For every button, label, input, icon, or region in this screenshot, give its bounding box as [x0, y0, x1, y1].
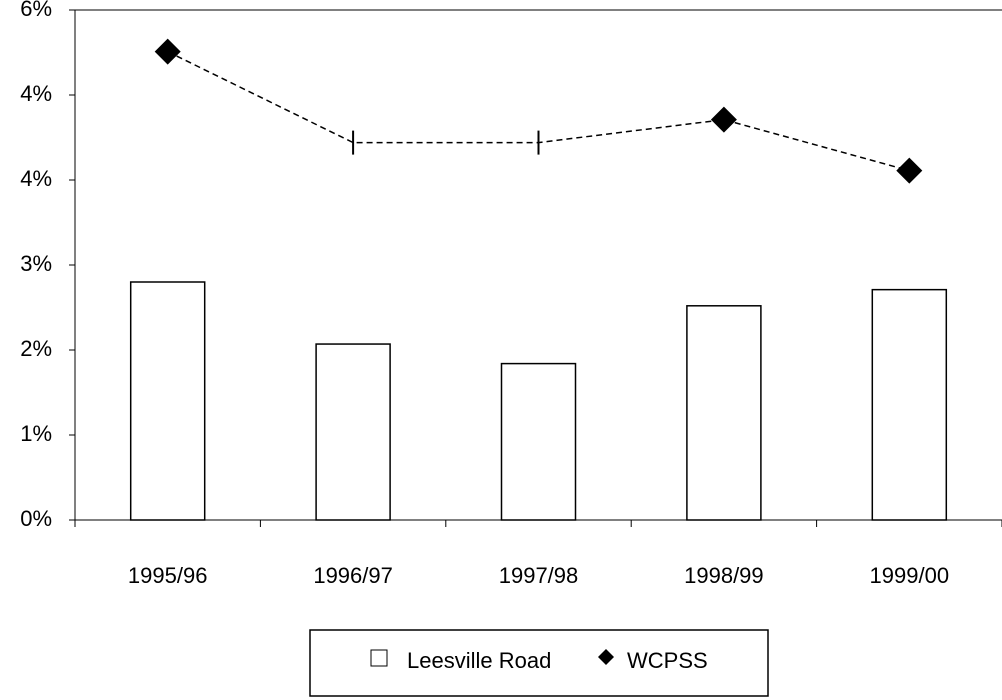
y-tick-label: 1%: [20, 421, 52, 446]
legend-label: Leesville Road: [407, 648, 551, 673]
legend-swatch: [370, 649, 388, 667]
y-tick-label: 6%: [20, 0, 52, 21]
marker: [896, 157, 923, 184]
legend-label: WCPSS: [627, 648, 708, 673]
y-tick-label: 3%: [20, 251, 52, 276]
bar: [129, 281, 206, 521]
x-tick-label: 1995/96: [128, 563, 208, 588]
legend-marker: [598, 649, 614, 665]
bar: [871, 288, 948, 521]
bar: [500, 362, 577, 521]
x-tick-label: 1998/99: [684, 563, 764, 588]
y-tick-label: 0%: [20, 506, 52, 531]
bar: [315, 343, 391, 521]
y-tick-label: 2%: [20, 336, 52, 361]
x-tick-label: 1996/97: [313, 563, 393, 588]
bar: [686, 305, 762, 521]
x-tick-label: 1997/98: [499, 563, 579, 588]
x-tick-label: 1999/00: [870, 563, 950, 588]
y-tick-label: 4%: [20, 166, 52, 191]
marker: [154, 38, 181, 65]
y-tick-label: 4%: [20, 81, 52, 106]
marker: [710, 106, 737, 133]
